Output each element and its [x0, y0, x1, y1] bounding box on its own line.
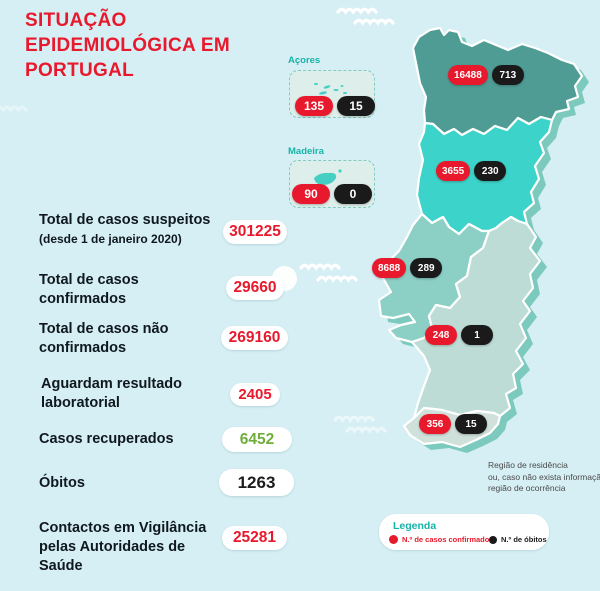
legend-confirmed-label: N.º de casos confirmados	[402, 535, 494, 544]
region-note: Região de residência ou, caso não exista…	[488, 460, 600, 493]
stat-awaiting-lab-label: Aguardam resultado laboratorial	[41, 376, 182, 411]
madeira-deaths-badge: 0	[334, 184, 372, 204]
stat-confirmed-label: Total de casos confirmados	[39, 272, 139, 307]
wave-icon	[0, 105, 28, 113]
alentejo-deaths-badge: 1	[461, 325, 493, 345]
stat-contacts-value: 25281	[222, 526, 287, 550]
stat-recovered-label: Casos recuperados	[39, 431, 174, 447]
stat-suspected-label: Total de casos suspeitos (desde 1 de jan…	[39, 212, 211, 246]
black-dot-icon	[489, 535, 497, 544]
stat-contacts-label: Contactos em Vigilância pelas Autoridade…	[39, 520, 207, 574]
algarve-badges: 356 15	[419, 414, 487, 434]
page-title-line: PORTUGAL	[25, 60, 135, 81]
lisboa-deaths-badge: 289	[410, 258, 443, 278]
norte-badges: 16488 713	[448, 65, 524, 85]
stat-not-confirmed-value: 269160	[221, 326, 288, 350]
red-dot-icon	[389, 535, 398, 544]
stat-deaths-label: Óbitos	[39, 475, 85, 491]
wave-icon	[333, 415, 375, 423]
wave-icon	[299, 263, 341, 271]
madeira-badges: 90 0	[292, 184, 372, 204]
stat-confirmed-value: 29660	[226, 276, 284, 300]
algarve-deaths-badge: 15	[455, 414, 487, 434]
azores-cases-badge: 135	[295, 96, 333, 116]
legend-deaths-item: N.º de óbitos	[489, 535, 547, 544]
page-title-line: EPIDEMIOLÓGICA EM	[25, 35, 230, 56]
page-title: SITUAÇÃO EPIDEMIOLÓGICA EM PORTUGAL	[25, 8, 230, 83]
madeira-label: Madeira	[288, 146, 324, 157]
page-title-line: SITUAÇÃO	[25, 10, 127, 31]
norte-cases-badge: 16488	[448, 65, 488, 85]
azores-badges: 135 15	[295, 96, 375, 116]
centro-badges: 3655 230	[436, 161, 507, 181]
azores-label: Açores	[288, 55, 321, 66]
wave-icon	[336, 7, 378, 15]
algarve-cases-badge: 356	[419, 414, 451, 434]
lisboa-badges: 8688 289	[372, 258, 443, 278]
centro-cases-badge: 3655	[436, 161, 471, 181]
azores-deaths-badge: 15	[337, 96, 375, 116]
madeira-island-icon	[314, 169, 342, 185]
stat-recovered-value: 6452	[222, 427, 292, 452]
madeira-cases-badge: 90	[292, 184, 330, 204]
legend-confirmed-item: N.º de casos confirmados	[389, 535, 494, 544]
centro-deaths-badge: 230	[474, 161, 507, 181]
stat-not-confirmed-label: Total de casos não confirmados	[39, 321, 169, 356]
lisboa-cases-badge: 8688	[372, 258, 407, 278]
legend-title: Legenda	[393, 520, 437, 532]
wave-icon	[316, 275, 358, 283]
legend: Legenda N.º de casos confirmados N.º de …	[379, 514, 549, 550]
stat-awaiting-lab-value: 2405	[230, 383, 280, 406]
portugal-map	[377, 26, 589, 453]
legend-deaths-label: N.º de óbitos	[501, 535, 547, 544]
alentejo-cases-badge: 248	[425, 325, 457, 345]
norte-deaths-badge: 713	[491, 65, 524, 85]
stat-suspected-value: 301225	[223, 220, 287, 244]
stat-deaths-value: 1263	[219, 469, 294, 496]
alentejo-badges: 248 1	[425, 325, 493, 345]
